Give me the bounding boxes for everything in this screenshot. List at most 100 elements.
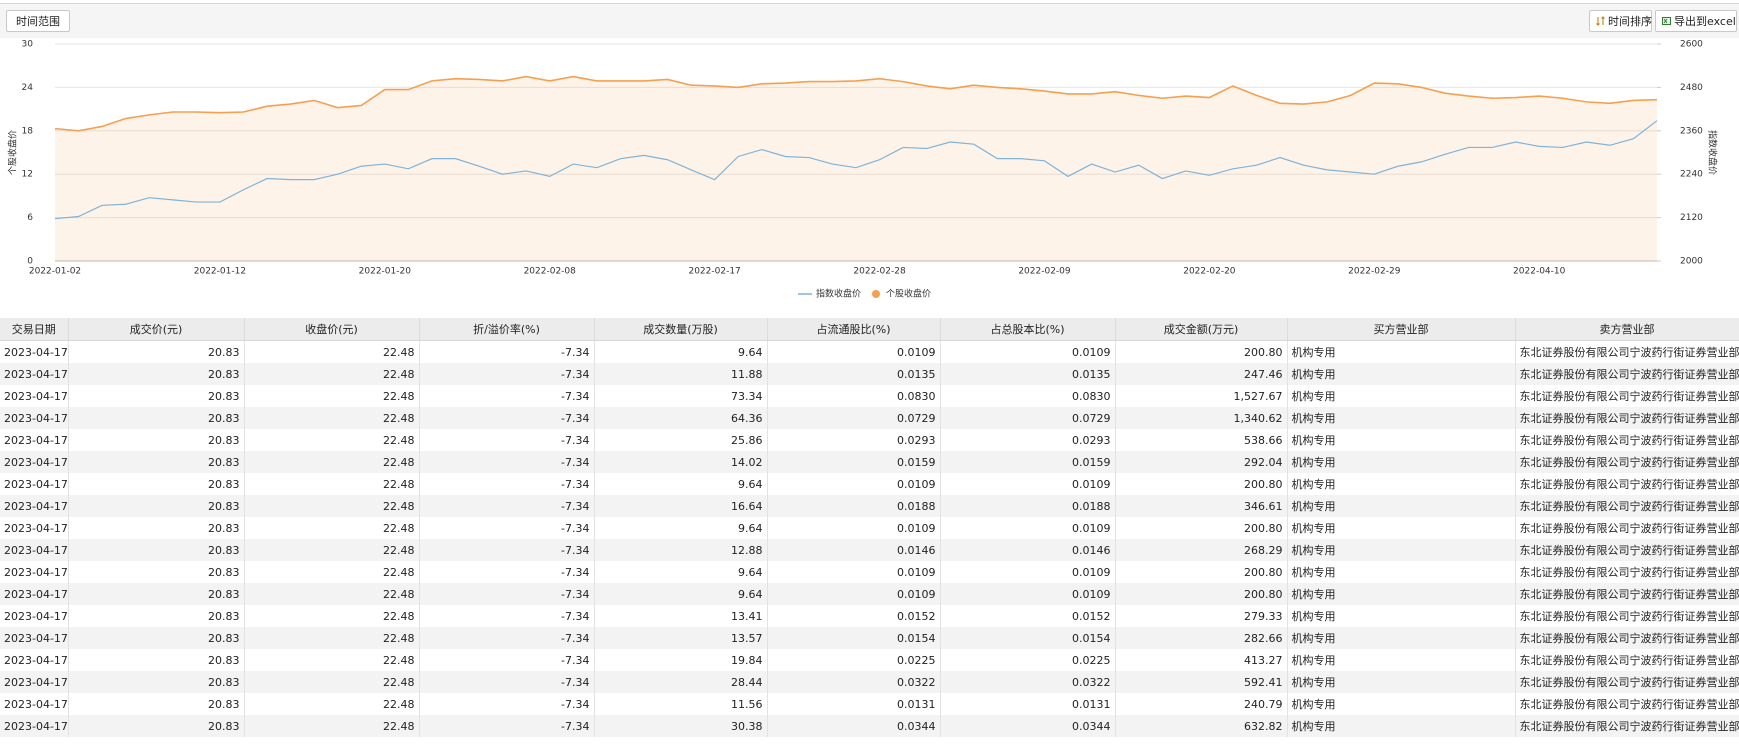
table-cell: -7.34 xyxy=(419,693,595,715)
table-cell: 9.64 xyxy=(594,583,768,605)
table-cell: 东北证券股份有限公司宁波药行街证券营业部 xyxy=(1515,473,1739,495)
table-cell: 0.0225 xyxy=(940,649,1116,671)
table-cell: 22.48 xyxy=(244,495,420,517)
table-cell: 机构专用 xyxy=(1287,671,1516,693)
header-row: 交易日期 成交价(元) 收盘价(元) 折/溢价率(%) 成交数量(万股) 占流通股比(%)… xyxy=(0,318,1739,341)
table-cell: 292.04 xyxy=(1115,451,1288,473)
table-row: 2023-04-17 20.83 22.48 -7.34 9.64 0.0109 0.010… xyxy=(0,340,1739,363)
table-cell: -7.34 xyxy=(419,385,595,407)
table-cell: 0.0109 xyxy=(940,561,1116,583)
table-cell: 28.44 xyxy=(594,671,768,693)
table-cell: 2023-04-17 xyxy=(0,693,69,715)
table-cell: 0.0188 xyxy=(767,495,941,517)
table-cell: -7.34 xyxy=(419,671,595,693)
table-cell: 2023-04-17 xyxy=(0,407,69,429)
y2-tick-label: 2240 xyxy=(1680,170,1703,180)
table-cell: -7.34 xyxy=(419,495,595,517)
y2-tick-label: 2600 xyxy=(1680,40,1703,50)
series-line xyxy=(54,75,1658,132)
table-cell: 22.48 xyxy=(244,715,420,737)
table-cell: 20.83 xyxy=(68,583,245,605)
table-cell: 13.57 xyxy=(594,627,768,649)
series-area xyxy=(55,76,1657,261)
table-cell: 2023-04-17 xyxy=(0,649,69,671)
column-header: 交易日期 xyxy=(0,318,69,341)
table-cell: -7.34 xyxy=(419,429,595,451)
table-cell: 东北证券股份有限公司宁波药行街证券营业部 xyxy=(1515,671,1739,693)
table-cell: 200.80 xyxy=(1115,340,1288,363)
table-cell: 20.83 xyxy=(68,429,245,451)
table-cell: 0.0109 xyxy=(767,561,941,583)
x-tick-label: 2022-02-08 xyxy=(524,267,577,277)
table-cell: 东北证券股份有限公司宁波药行街证券营业部 xyxy=(1515,627,1739,649)
y2-tick-label: 2000 xyxy=(1680,257,1703,267)
table-cell: 2023-04-17 xyxy=(0,627,69,649)
table-cell: 538.66 xyxy=(1115,429,1288,451)
series-line xyxy=(54,120,1658,220)
trade-table: 交易日期 成交价(元) 收盘价(元) 折/溢价率(%) 成交数量(万股) 占流通股比(%)… xyxy=(0,318,1739,737)
table-cell: 22.48 xyxy=(244,473,420,495)
export-button[interactable]: 导出到excel xyxy=(1655,10,1737,32)
table-cell: 机构专用 xyxy=(1287,473,1516,495)
table-cell: -7.34 xyxy=(419,407,595,429)
table-cell: 11.56 xyxy=(594,693,768,715)
table-cell: 22.48 xyxy=(244,429,420,451)
table-cell: 13.41 xyxy=(594,605,768,627)
x-tick-label: 2022-01-02 xyxy=(29,267,81,277)
table-cell: 东北证券股份有限公司宁波药行街证券营业部 xyxy=(1515,649,1739,671)
table-cell: 机构专用 xyxy=(1287,605,1516,627)
x-tick-label: 2022-02-29 xyxy=(1348,267,1401,277)
table-cell: 20.83 xyxy=(68,407,245,429)
table-cell: -7.34 xyxy=(419,627,595,649)
range-button[interactable]: 时间范围 xyxy=(6,10,70,32)
table-cell: 0.0135 xyxy=(767,363,941,385)
table-cell: 东北证券股份有限公司宁波药行街证券营业部 xyxy=(1515,583,1739,605)
table-cell: 20.83 xyxy=(68,671,245,693)
table-cell: 0.0109 xyxy=(767,473,941,495)
table-cell: 0.0109 xyxy=(767,517,941,539)
x-tick-label: 2022-02-20 xyxy=(1183,267,1236,277)
table-cell: 64.36 xyxy=(594,407,768,429)
table-cell: 346.61 xyxy=(1115,495,1288,517)
y-tick-label: 12 xyxy=(22,170,33,180)
table-cell: 2023-04-17 xyxy=(0,363,69,385)
table-cell: 0.0322 xyxy=(940,671,1116,693)
table-row: 2023-04-17 20.83 22.48 -7.34 19.84 0.0225 0.02… xyxy=(0,649,1739,671)
sort-icon xyxy=(1596,16,1605,26)
column-header: 成交金额(万元) xyxy=(1115,318,1288,341)
table-cell: 0.0135 xyxy=(940,363,1116,385)
table-cell: 12.88 xyxy=(594,539,768,561)
table-row: 2023-04-17 20.83 22.48 -7.34 13.57 0.0154 0.01… xyxy=(0,627,1739,649)
table-cell: 2023-04-17 xyxy=(0,583,69,605)
table-cell: 机构专用 xyxy=(1287,495,1516,517)
column-header: 占流通股比(%) xyxy=(767,318,941,341)
table-cell: 0.0152 xyxy=(940,605,1116,627)
table-cell: 0.0159 xyxy=(940,451,1116,473)
table-cell: 73.34 xyxy=(594,385,768,407)
table-cell: 东北证券股份有限公司宁波药行街证券营业部 xyxy=(1515,517,1739,539)
table-cell: 22.48 xyxy=(244,363,420,385)
table-cell: -7.34 xyxy=(419,363,595,385)
table-row: 2023-04-17 20.83 22.48 -7.34 73.34 0.0830 0.08… xyxy=(0,385,1739,407)
table-cell: 0.0109 xyxy=(940,583,1116,605)
table-cell: 0.0109 xyxy=(940,340,1116,363)
table-body: 2023-04-17 20.83 22.48 -7.34 9.64 0.0109 0.010… xyxy=(0,340,1739,737)
table-cell: 20.83 xyxy=(68,715,245,737)
table-cell: 9.64 xyxy=(594,561,768,583)
table-cell: 22.48 xyxy=(244,671,420,693)
table-container: 交易日期 成交价(元) 收盘价(元) 折/溢价率(%) 成交数量(万股) 占流通股比(%)… xyxy=(0,318,1739,737)
table-cell: 0.0293 xyxy=(940,429,1116,451)
sort-button[interactable]: 时间排序 xyxy=(1589,10,1652,32)
table-cell: 0.0830 xyxy=(940,385,1116,407)
table-cell: 22.48 xyxy=(244,517,420,539)
column-header: 占总股本比(%) xyxy=(940,318,1116,341)
table-cell: 2023-04-17 xyxy=(0,429,69,451)
table-cell: 东北证券股份有限公司宁波药行街证券营业部 xyxy=(1515,605,1739,627)
table-cell: 0.0344 xyxy=(767,715,941,737)
table-cell: 14.02 xyxy=(594,451,768,473)
y-tick-label: 30 xyxy=(22,40,34,50)
table-cell: 0.0131 xyxy=(940,693,1116,715)
table-cell: 25.86 xyxy=(594,429,768,451)
table-cell: 2023-04-17 xyxy=(0,451,69,473)
